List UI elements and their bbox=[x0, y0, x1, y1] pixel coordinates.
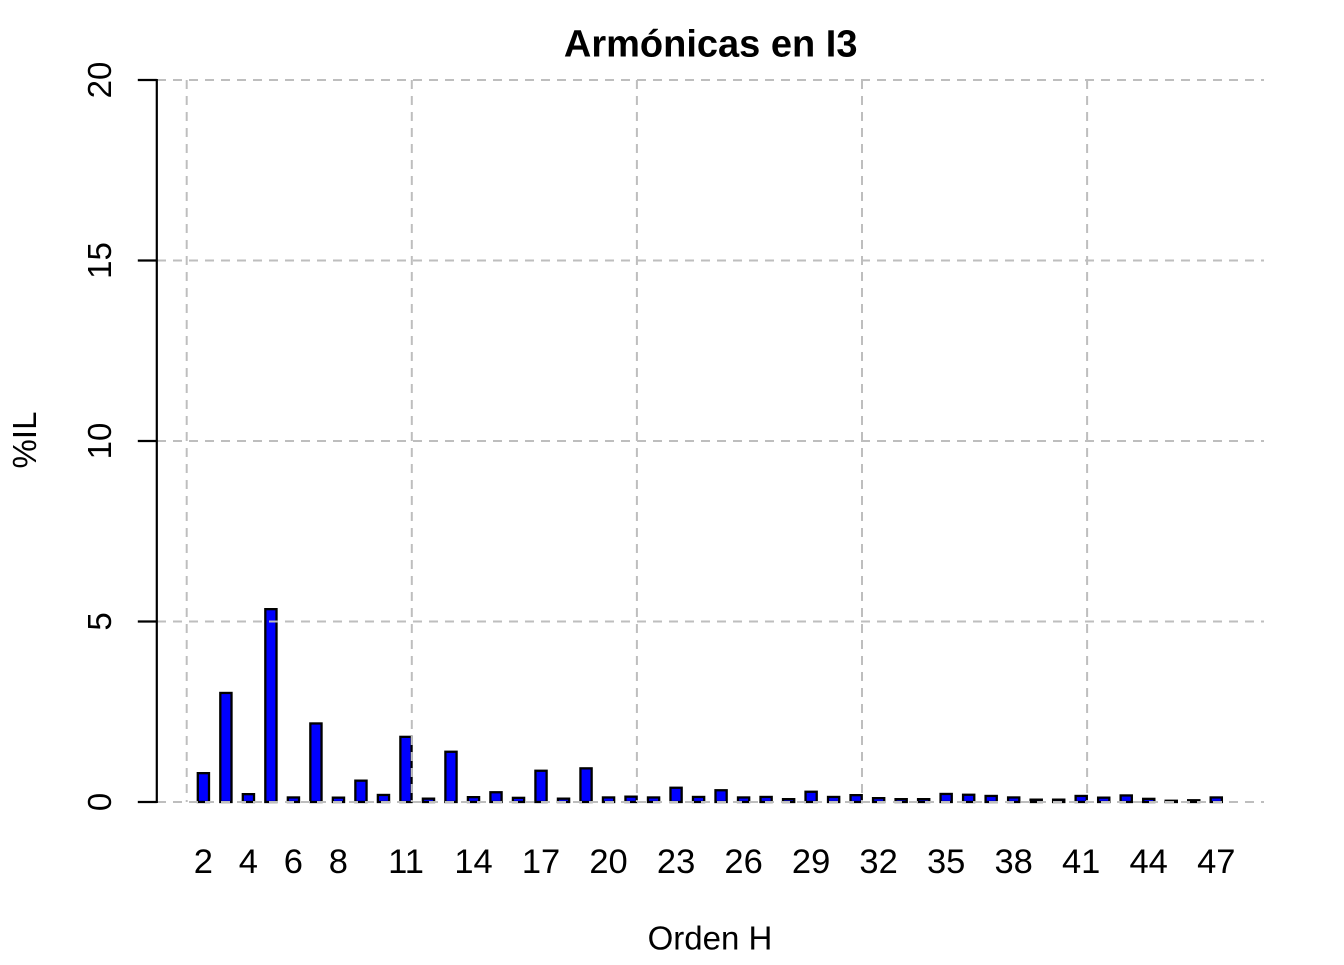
svg-text:Orden H: Orden H bbox=[648, 919, 773, 956]
svg-text:15: 15 bbox=[81, 242, 118, 279]
svg-text:35: 35 bbox=[927, 843, 965, 881]
svg-text:Armónicas en I3: Armónicas en I3 bbox=[564, 24, 858, 66]
svg-text:20: 20 bbox=[81, 62, 118, 99]
svg-text:17: 17 bbox=[522, 843, 560, 881]
svg-text:10: 10 bbox=[81, 423, 118, 460]
svg-text:41: 41 bbox=[1062, 843, 1100, 881]
svg-text:%IL: %IL bbox=[6, 412, 43, 469]
svg-text:23: 23 bbox=[657, 843, 695, 881]
svg-text:20: 20 bbox=[589, 843, 627, 881]
svg-text:32: 32 bbox=[859, 843, 897, 881]
svg-text:44: 44 bbox=[1130, 843, 1168, 881]
svg-text:11: 11 bbox=[388, 843, 424, 881]
svg-text:5: 5 bbox=[81, 612, 118, 630]
svg-text:4: 4 bbox=[239, 843, 258, 881]
svg-text:8: 8 bbox=[329, 843, 348, 881]
svg-text:38: 38 bbox=[995, 843, 1033, 881]
svg-text:6: 6 bbox=[284, 843, 303, 881]
svg-text:14: 14 bbox=[454, 843, 492, 881]
svg-text:29: 29 bbox=[792, 843, 830, 881]
svg-text:26: 26 bbox=[724, 843, 762, 881]
svg-text:0: 0 bbox=[81, 793, 118, 811]
svg-text:2: 2 bbox=[194, 843, 213, 881]
svg-text:47: 47 bbox=[1197, 843, 1235, 881]
